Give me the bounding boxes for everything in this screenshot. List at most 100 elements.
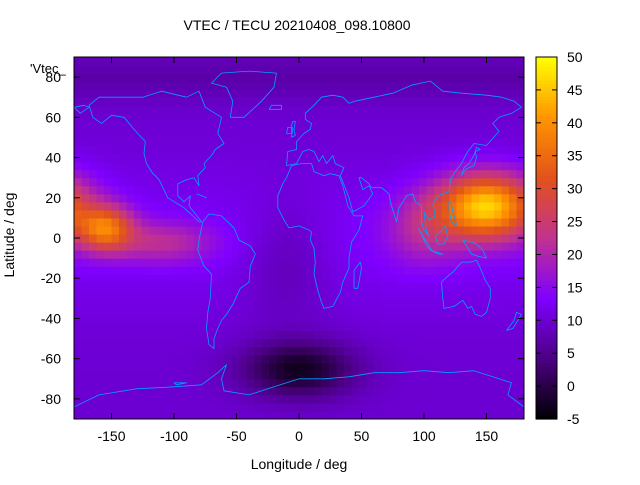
heat-cell xyxy=(291,242,300,251)
heat-cell xyxy=(156,113,165,122)
heat-cell xyxy=(336,362,345,372)
heat-cell xyxy=(366,258,375,267)
colorbar-band xyxy=(536,139,557,144)
heat-cell xyxy=(224,153,233,163)
heat-cell xyxy=(171,346,180,356)
heat-cell xyxy=(389,378,398,388)
heat-cell xyxy=(426,169,435,179)
heat-cell xyxy=(396,314,405,324)
heat-cell xyxy=(216,201,225,211)
heat-cell xyxy=(299,314,308,324)
heat-cell xyxy=(231,137,240,147)
heat-cell xyxy=(111,57,120,66)
heat-cell xyxy=(471,161,480,171)
heat-cell xyxy=(456,137,465,147)
heat-cell xyxy=(119,81,128,90)
heat-cell xyxy=(426,65,435,74)
heat-cell xyxy=(104,57,113,66)
heat-cell xyxy=(419,362,428,372)
heat-cell xyxy=(479,298,488,307)
heat-cell xyxy=(179,201,188,211)
heat-cell xyxy=(314,185,323,195)
heat-cell xyxy=(291,386,300,396)
heat-cell xyxy=(389,161,398,171)
heat-cell xyxy=(411,314,420,324)
heat-cell xyxy=(179,394,188,404)
heat-cell xyxy=(426,394,435,404)
heat-cell xyxy=(509,322,518,332)
heat-cell xyxy=(254,129,263,139)
heat-cell xyxy=(239,266,248,275)
heat-cell xyxy=(126,129,135,139)
heat-cell xyxy=(216,314,225,324)
heat-cell xyxy=(126,161,135,171)
colorbar-band xyxy=(536,228,557,233)
heat-cell xyxy=(89,362,98,372)
heat-cell xyxy=(464,266,473,275)
heat-cell xyxy=(96,402,105,412)
heat-cell xyxy=(441,97,450,106)
heat-cell xyxy=(194,65,203,74)
heat-cell xyxy=(381,233,390,243)
heat-cell xyxy=(179,185,188,195)
heat-cell xyxy=(306,362,315,372)
x-tick-label: 0 xyxy=(295,428,303,444)
heat-cell xyxy=(351,113,360,122)
colorbar-band xyxy=(536,395,557,400)
heat-cell xyxy=(479,370,488,380)
heat-cell xyxy=(426,386,435,396)
heat-cell xyxy=(411,177,420,187)
heat-cell xyxy=(149,258,158,267)
heat-cell xyxy=(501,290,510,299)
heat-cell xyxy=(479,81,488,90)
heat-cell xyxy=(351,338,360,348)
heat-cell xyxy=(261,258,270,267)
heat-cell xyxy=(104,370,113,380)
heat-cell xyxy=(194,314,203,324)
heat-cell xyxy=(411,129,420,139)
heat-cell xyxy=(516,378,524,388)
heat-cell xyxy=(494,177,503,187)
heat-cell xyxy=(494,402,503,412)
heat-cell xyxy=(314,314,323,324)
heat-cell xyxy=(231,169,240,179)
heat-cell xyxy=(359,113,368,122)
heat-cell xyxy=(254,193,263,203)
heat-cell xyxy=(419,105,428,114)
heat-cell xyxy=(239,121,248,130)
heat-cell xyxy=(366,121,375,130)
heat-cell xyxy=(224,97,233,106)
heat-cell xyxy=(194,105,203,114)
heat-cell xyxy=(96,322,105,332)
heat-cell xyxy=(456,338,465,348)
heat-cell xyxy=(186,225,195,235)
heat-cell xyxy=(216,330,225,340)
heat-cell xyxy=(329,314,338,324)
heat-cell xyxy=(344,225,353,235)
heat-cell xyxy=(261,89,270,98)
heat-cell xyxy=(381,217,390,227)
heat-cell xyxy=(81,81,90,90)
heat-cell xyxy=(419,153,428,163)
heat-cell xyxy=(291,322,300,332)
heat-cell xyxy=(126,402,135,412)
heat-cell xyxy=(269,217,278,227)
colorbar-tick-label: 15 xyxy=(567,279,583,295)
heat-cell xyxy=(149,402,158,412)
heat-cell xyxy=(396,410,405,419)
heat-cell xyxy=(336,250,345,259)
heat-cell xyxy=(299,201,308,211)
heat-cell xyxy=(239,161,248,171)
colorbar-band xyxy=(536,63,557,68)
heat-cell xyxy=(434,362,443,372)
heat-cell xyxy=(239,362,248,372)
heat-cell xyxy=(426,282,435,291)
heat-cell xyxy=(381,209,390,219)
heat-cell xyxy=(171,338,180,348)
heat-cell xyxy=(276,330,285,340)
heat-cell xyxy=(201,370,210,380)
heat-cell xyxy=(126,169,135,179)
coastline-path xyxy=(353,261,362,289)
heat-cell xyxy=(381,266,390,275)
heat-cell xyxy=(396,394,405,404)
